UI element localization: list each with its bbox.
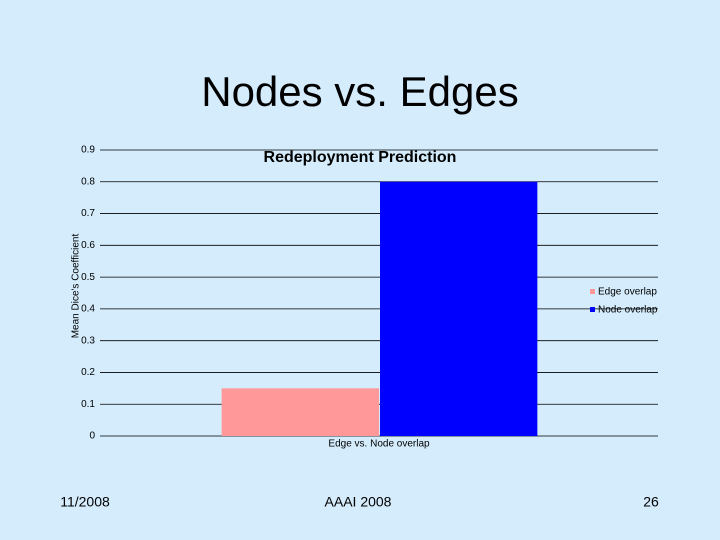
footer-venue: AAAI 2008 (325, 494, 392, 510)
y-tick-label: 0.7 (81, 208, 95, 219)
y-tick-label: 0.5 (81, 272, 95, 283)
legend-label: Edge overlap (598, 287, 657, 298)
y-tick-label: 0.3 (81, 335, 95, 346)
page-number: 26 (643, 494, 659, 510)
y-tick-label: 0.4 (81, 304, 95, 315)
y-tick-label: 0.9 (81, 145, 95, 156)
bar (380, 181, 538, 436)
y-axis-label: Mean Dice's Coefficient (71, 234, 82, 339)
y-tick-label: 0.2 (81, 367, 95, 378)
legend-swatch (590, 289, 595, 294)
y-tick-label: 0.6 (81, 240, 95, 251)
x-tick-label: Edge vs. Node overlap (328, 439, 430, 450)
legend-label: Node overlap (598, 305, 658, 316)
y-tick-label: 0 (89, 431, 95, 442)
slide-title: Nodes vs. Edges (201, 68, 519, 115)
legend-swatch (590, 307, 595, 312)
bar (221, 388, 379, 436)
chart-title: Redeployment Prediction (264, 149, 457, 166)
y-tick-label: 0.8 (81, 176, 95, 187)
footer-date: 11/2008 (60, 494, 110, 510)
y-tick-label: 0.1 (81, 399, 95, 410)
